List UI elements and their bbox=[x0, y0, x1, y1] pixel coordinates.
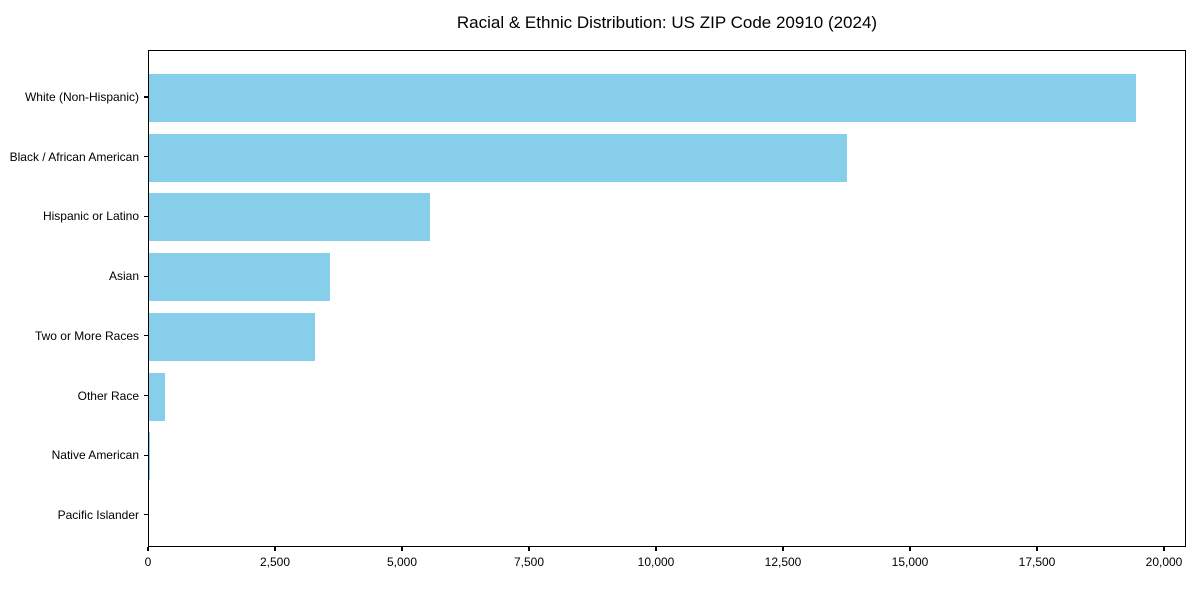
y-axis-tick-mark bbox=[144, 96, 148, 98]
x-axis-tick-label: 15,000 bbox=[891, 555, 929, 569]
y-axis-tick-mark bbox=[144, 156, 148, 158]
chart-title: Racial & Ethnic Distribution: US ZIP Cod… bbox=[456, 13, 878, 32]
y-axis-tick-mark bbox=[144, 514, 148, 516]
x-axis-tick-mark bbox=[1036, 547, 1038, 551]
y-axis-category-label: White (Non-Hispanic) bbox=[24, 90, 139, 104]
x-axis-tick-label: 0 bbox=[144, 555, 152, 569]
bar-black-african-american bbox=[149, 133, 847, 182]
x-axis-tick-mark bbox=[1163, 547, 1165, 551]
bar-white-non-hispanic bbox=[149, 74, 1136, 122]
bar-native-american bbox=[149, 432, 150, 481]
bar-two-or-more-races bbox=[149, 312, 315, 361]
x-axis-tick-label: 2,500 bbox=[259, 555, 291, 569]
x-axis-tick-mark bbox=[274, 547, 276, 551]
x-axis-tick-mark bbox=[401, 547, 403, 551]
plot-area bbox=[148, 50, 1186, 547]
y-axis-tick-mark bbox=[144, 215, 148, 217]
x-axis-tick-label: 5,000 bbox=[386, 555, 418, 569]
y-axis-tick-mark bbox=[144, 275, 148, 277]
x-axis-tick-label: 17,500 bbox=[1018, 555, 1056, 569]
x-axis-tick-label: 12,500 bbox=[764, 555, 802, 569]
y-axis-category-label: Two or More Races bbox=[34, 328, 139, 343]
x-axis-tick-mark bbox=[147, 547, 149, 551]
x-axis-tick-mark bbox=[782, 547, 784, 551]
x-axis-tick-label: 20,000 bbox=[1145, 555, 1183, 569]
bar-other-race bbox=[149, 372, 166, 421]
x-axis-tick-mark bbox=[909, 547, 911, 551]
y-axis-category-label: Asian bbox=[108, 269, 139, 284]
x-axis-tick-mark bbox=[528, 547, 530, 551]
bar-asian bbox=[149, 253, 331, 302]
x-axis-tick-label: 10,000 bbox=[637, 555, 675, 569]
y-axis-category-label: Pacific Islander bbox=[57, 507, 139, 522]
y-axis-category-label: Black / African American bbox=[9, 149, 139, 164]
x-axis-tick-label: 7,500 bbox=[513, 555, 545, 569]
bar-hispanic-or-latino bbox=[149, 193, 431, 242]
x-axis-tick-mark bbox=[655, 547, 657, 551]
y-axis-tick-mark bbox=[144, 335, 148, 337]
y-axis-category-label: Hispanic or Latino bbox=[42, 209, 139, 224]
y-axis-tick-mark bbox=[144, 454, 148, 456]
y-axis-category-label: Native American bbox=[51, 448, 139, 463]
y-axis-category-label: Other Race bbox=[77, 388, 139, 403]
y-axis-tick-mark bbox=[144, 394, 148, 397]
